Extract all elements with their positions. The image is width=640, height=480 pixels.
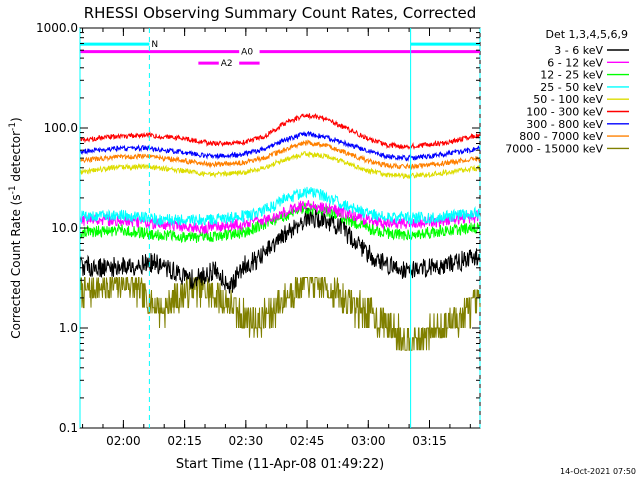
flag-bars: N A0 A2 <box>80 40 480 69</box>
series-100-300-kev <box>79 112 481 151</box>
series-3-6-kev <box>79 207 481 294</box>
y-tick-label: 1.0 <box>59 321 78 335</box>
y-tick-label: 1000.0 <box>36 21 78 35</box>
legend-label-6-12-kev: 6 - 12 keV <box>547 56 603 69</box>
flag-label-a2: A2 <box>221 59 233 69</box>
x-tick-label: 02:00 <box>106 434 141 448</box>
chart-title: RHESSI Observing Summary Count Rates, Co… <box>84 4 477 22</box>
series-800-7000-kev <box>79 139 481 171</box>
legend-label-300-800-kev: 300 - 800 keV <box>526 118 603 131</box>
series-25-50-kev <box>79 186 481 226</box>
series-300-800-kev <box>79 130 481 162</box>
x-tick-label: 02:30 <box>229 434 264 448</box>
y-tick-label: 100.0 <box>44 121 78 135</box>
time-markers <box>79 28 481 428</box>
axes: 0.1 1.0 10.0 100.0 1000.0 02:00 02:15 02:30 02:4… <box>36 21 480 448</box>
flag-label-a0: A0 <box>241 48 253 58</box>
y-axis-label: Corrected Count Rate (s-1 detector-1) <box>8 117 23 338</box>
series-12-25-kev <box>79 202 481 244</box>
legend-title: Det 1,3,4,5,6,9 <box>545 28 628 41</box>
plot-area <box>79 27 481 429</box>
legend-label-12-25-kev: 12 - 25 keV <box>540 69 603 82</box>
legend-label-7000-15000-kev: 7000 - 15000 keV <box>505 142 603 155</box>
series-layer <box>79 112 481 351</box>
plot-frame <box>79 27 481 429</box>
y-tick-label: 10.0 <box>51 221 78 235</box>
x-tick-label: 03:15 <box>412 434 447 448</box>
legend-label-800-7000-kev: 800 - 7000 keV <box>519 130 603 143</box>
series-6-12-kev <box>79 200 481 235</box>
series-50-100-kev <box>79 150 481 180</box>
legend-label-100-300-kev: 100 - 300 keV <box>526 106 603 119</box>
flag-label-n: N <box>151 40 158 50</box>
series-7000-15000-kev <box>79 277 481 351</box>
y-tick-label: 0.1 <box>59 421 78 435</box>
footer-timestamp: 14-Oct-2021 07:50 <box>560 467 636 476</box>
x-tick-label: 02:15 <box>167 434 202 448</box>
legend-label-25-50-kev: 25 - 50 keV <box>540 81 603 94</box>
legend-label-3-6-kev: 3 - 6 keV <box>554 44 603 57</box>
x-tick-label: 02:45 <box>290 434 325 448</box>
x-axis-label: Start Time (11-Apr-08 01:49:22) <box>176 457 384 472</box>
legend-label-50-100-kev: 50 - 100 keV <box>533 93 603 106</box>
x-tick-label: 03:00 <box>351 434 386 448</box>
